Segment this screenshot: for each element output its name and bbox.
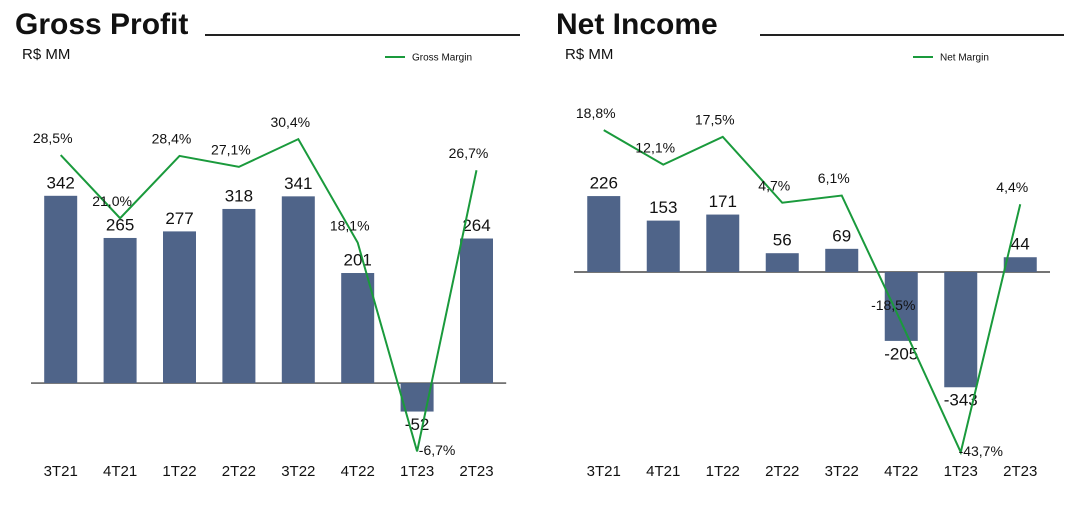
margin-line xyxy=(603,129,1022,456)
bar xyxy=(587,196,621,273)
x-tick-label: 3T21 xyxy=(44,463,78,480)
bar xyxy=(460,238,493,384)
bar-label: 171 xyxy=(709,192,737,211)
bar-label: 44 xyxy=(1011,235,1030,254)
bar xyxy=(765,253,799,273)
bar xyxy=(44,195,78,384)
x-tick-label: 1T22 xyxy=(162,463,196,480)
margin-line xyxy=(59,137,478,452)
margin-label: 28,4% xyxy=(152,131,192,147)
bar-label: 318 xyxy=(225,186,253,205)
bar xyxy=(103,237,137,384)
x-tick-label: 4T21 xyxy=(646,463,680,480)
bar-label: 153 xyxy=(649,198,677,217)
margin-label: -18,5% xyxy=(871,297,915,313)
bar xyxy=(163,231,196,384)
margin-label: 18,8% xyxy=(576,105,616,121)
bar xyxy=(222,208,256,384)
bar xyxy=(944,272,978,388)
margin-label: 6,1% xyxy=(818,170,850,186)
margin-label: 4,7% xyxy=(758,177,790,193)
legend-label: Net Margin xyxy=(940,53,989,64)
bar xyxy=(825,248,859,273)
bar xyxy=(706,214,740,273)
bar xyxy=(884,272,918,341)
x-tick-label: 2T23 xyxy=(1003,463,1037,480)
margin-label: 18,1% xyxy=(330,217,370,233)
bar-label: -205 xyxy=(884,344,918,363)
x-tick-label: 2T22 xyxy=(222,463,256,480)
x-tick-label: 1T23 xyxy=(944,463,978,480)
x-tick-label: 4T21 xyxy=(103,463,137,480)
x-tick-label: 3T22 xyxy=(825,463,859,480)
margin-label: -43,7% xyxy=(959,443,1003,459)
bar-label: 56 xyxy=(773,231,792,250)
x-tick-label: 1T23 xyxy=(400,463,434,480)
x-tick-label: 3T22 xyxy=(281,463,315,480)
chart-title: Gross Profit xyxy=(15,8,188,41)
bar xyxy=(281,196,315,384)
x-tick-label: 3T21 xyxy=(587,463,621,480)
margin-label: 26,7% xyxy=(449,145,489,161)
bar-label: 226 xyxy=(590,174,618,193)
bar-label: 264 xyxy=(462,216,490,235)
legend-label: Gross Margin xyxy=(412,53,472,64)
bar-label: 265 xyxy=(106,215,134,234)
bar-label: 277 xyxy=(165,209,193,228)
bar-label: -343 xyxy=(944,391,978,410)
subtitle: R$ MM xyxy=(565,46,613,63)
margin-label: 12,1% xyxy=(635,139,675,155)
bar-label: 342 xyxy=(47,173,75,192)
x-tick-label: 1T22 xyxy=(706,463,740,480)
subtitle: R$ MM xyxy=(22,46,70,63)
x-tick-label: 4T22 xyxy=(341,463,375,480)
margin-label: 4,4% xyxy=(996,179,1028,195)
x-tick-label: 4T22 xyxy=(884,463,918,480)
x-tick-label: 2T22 xyxy=(765,463,799,480)
margin-label: 21,0% xyxy=(92,193,132,209)
chart-title: Net Income xyxy=(556,8,718,41)
bar xyxy=(646,220,680,273)
margin-label: 27,1% xyxy=(211,142,251,158)
bar-label: 341 xyxy=(284,174,312,193)
margin-label: 17,5% xyxy=(695,111,735,127)
x-tick-label: 2T23 xyxy=(459,463,493,480)
bar xyxy=(341,273,375,384)
bar-label: 201 xyxy=(344,250,372,269)
bar xyxy=(1003,257,1037,273)
margin-label: -6,7% xyxy=(419,442,456,458)
bar-label: 69 xyxy=(832,226,851,245)
margin-label: 28,5% xyxy=(33,130,73,146)
margin-label: 30,4% xyxy=(270,114,310,130)
